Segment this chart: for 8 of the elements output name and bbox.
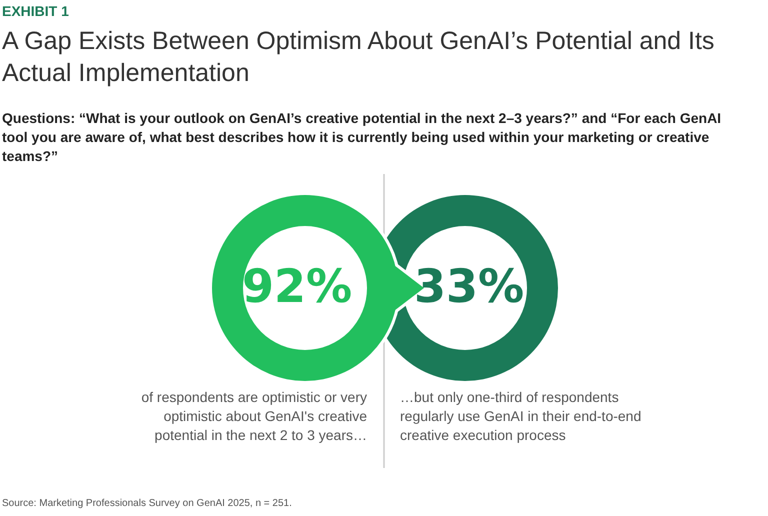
text: EXHIBIT 1 — [2, 3, 69, 19]
text: Questions: “What is your outlook on GenAI’s creative potential in the next 2–3 years?” and “For each GenAI tool you are aware of, what best describes how it is currently being used within your marketing or creative teams?” — [2, 109, 722, 166]
text: A Gap Exists Between Optimism About GenAI’s Potential and Its Actual Implementation — [2, 26, 716, 89]
data-label: 92% — [242, 258, 352, 313]
category-label: …but only one-third of respondents regularly use GenAI in their end-to-end creative execution process — [400, 388, 642, 445]
category-label: of respondents are optimistic or very optimistic about GenAI's creative potential in the next 2 to 3 years… — [140, 388, 367, 445]
data-label: 33% — [414, 258, 524, 313]
source-note: Source: Marketing Professionals Survey on GenAI 2025, n = 251. — [2, 498, 292, 509]
